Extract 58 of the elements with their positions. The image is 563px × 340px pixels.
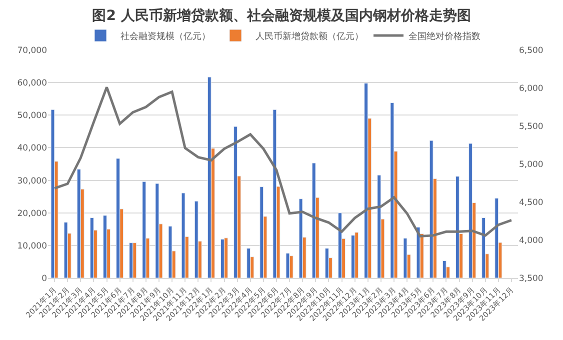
bar (298, 198, 303, 278)
y-tick-label: 20,000 (17, 208, 47, 219)
bar (338, 212, 342, 278)
bar (246, 248, 251, 278)
y2-tick-label: 3,500 (519, 274, 544, 284)
bar (289, 256, 294, 278)
y-tick-label: 30,000 (17, 176, 47, 186)
bar (354, 232, 359, 278)
bar (194, 200, 198, 278)
bar (456, 176, 460, 278)
bar (181, 192, 186, 278)
bar (132, 242, 137, 278)
y-tick-label: 10,000 (17, 241, 47, 252)
legend-label: 全国绝对价格指数 (408, 31, 480, 42)
bar (351, 235, 355, 278)
bar (468, 143, 472, 278)
bar (142, 181, 146, 278)
y2-tick-label: 6,500 (519, 46, 544, 56)
bar (286, 253, 290, 278)
bar (234, 126, 238, 278)
bar (429, 140, 434, 278)
y2-tick-label: 5,000 (519, 160, 544, 170)
legend-label: 社会融资规模（亿元） (120, 31, 210, 42)
bar (207, 76, 212, 278)
y2-tick-label: 4,500 (519, 198, 544, 208)
legend-label: 人民币新增贷款额（亿元） (256, 31, 364, 42)
line-series (53, 86, 513, 238)
y-tick-label: 50,000 (17, 111, 47, 122)
y-tick-label: 70,000 (17, 46, 47, 56)
bar (129, 242, 134, 278)
bar (403, 238, 408, 278)
bar (220, 238, 224, 278)
bar (260, 186, 264, 278)
bar (482, 217, 486, 278)
bar (76, 168, 81, 278)
y-tick-label: 60,000 (17, 78, 47, 89)
bar (272, 109, 277, 278)
bar (324, 248, 329, 278)
y2-tick-label: 5,500 (519, 122, 544, 132)
bar (364, 82, 368, 278)
bar (90, 217, 94, 278)
y-tick-label: 40,000 (17, 144, 47, 154)
bar (64, 222, 68, 278)
y-tick-label: 0 (42, 274, 47, 284)
y2-tick-label: 4,000 (519, 236, 544, 246)
bar (103, 215, 107, 278)
bar (224, 238, 228, 278)
bar (116, 158, 120, 278)
chart-title: 图2 人民币新增贷款额、社会融资规模及国内钢材价格走势图 (92, 7, 471, 24)
bar (155, 183, 160, 278)
bar (50, 109, 55, 278)
bar (168, 226, 172, 278)
bar (377, 174, 382, 278)
bar (494, 198, 499, 278)
y2-tick-label: 6,000 (519, 84, 544, 94)
bar (312, 162, 316, 278)
bar (390, 102, 394, 278)
bar (442, 260, 446, 278)
